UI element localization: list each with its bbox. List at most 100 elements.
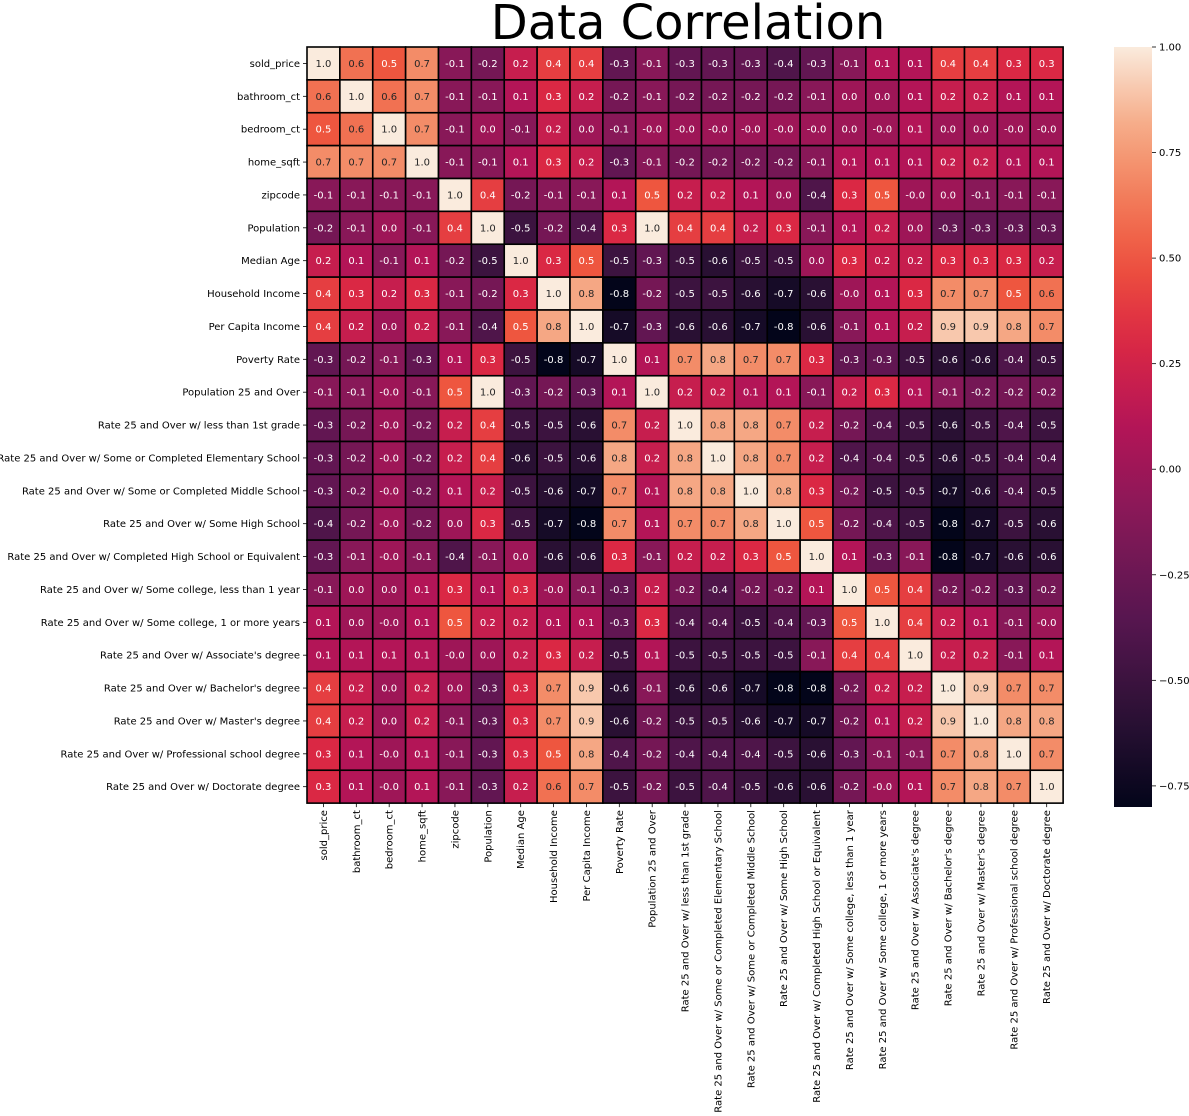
heatmap-cell: [602, 309, 637, 344]
cell-value-label: -0.5: [1037, 486, 1057, 497]
cell-value-label: 0.0: [940, 125, 956, 136]
cell-value-label: -0.2: [642, 749, 662, 760]
cell-value-label: 0.4: [546, 59, 562, 70]
cell-value-label: 0.0: [447, 519, 463, 530]
cell-value-label: 0.2: [940, 651, 956, 662]
heatmap-cell: [602, 572, 637, 607]
cell-value-label: 0.1: [447, 355, 463, 366]
cell-value-label: 0.9: [940, 716, 956, 727]
cell-value-label: 0.7: [710, 519, 726, 530]
cell-value-label: -0.1: [840, 59, 860, 70]
cell-value-label: -0.2: [511, 190, 531, 201]
cell-value-label: 0.8: [776, 486, 792, 497]
heatmap-cell: [339, 736, 374, 772]
x-tick-label: Per Capita Income: [582, 810, 593, 901]
cell-value-label: 0.1: [480, 585, 496, 596]
cell-value-label: 0.3: [743, 552, 759, 563]
cell-value-label: 0.0: [940, 190, 956, 201]
heatmap-cell: [1029, 276, 1064, 311]
heatmap-cell: [503, 342, 538, 377]
cell-value-label: 1.0: [973, 716, 989, 727]
cell-value-label: 0.3: [611, 552, 627, 563]
cell-value-label: -0.6: [511, 453, 531, 464]
cell-value-label: 0.3: [546, 651, 562, 662]
cell-value-label: 0.2: [644, 453, 660, 464]
heatmap-cell: [799, 670, 834, 706]
y-tick-label: zipcode: [262, 190, 301, 201]
heatmap-cell: [865, 736, 900, 772]
cell-value-label: -0.5: [511, 486, 531, 497]
heatmap-cell: [371, 407, 407, 443]
cell-value-label: 0.2: [940, 158, 956, 169]
cell-value-label: 0.3: [480, 519, 496, 530]
cell-value-label: -0.5: [971, 453, 991, 464]
cell-value-label: -0.1: [314, 190, 334, 201]
cell-value-label: -0.1: [642, 92, 662, 103]
cell-value-label: -0.4: [445, 552, 465, 563]
cell-value-label: 0.2: [315, 256, 331, 267]
y-tick-label: bathroom_ct: [237, 92, 300, 103]
cell-value-label: 0.7: [578, 782, 594, 793]
cell-value-label: -0.5: [544, 421, 564, 432]
heatmap-cell: [667, 309, 703, 344]
cell-value-label: 0.1: [513, 158, 529, 169]
cell-value-label: -0.6: [544, 552, 564, 563]
heatmap-cell: [470, 637, 506, 673]
heatmap-cell: [733, 736, 769, 772]
heatmap-cell: [470, 374, 506, 410]
cell-value-label: 0.2: [578, 92, 594, 103]
cell-value-label: -0.3: [938, 223, 958, 234]
cell-value-label: -0.1: [412, 552, 432, 563]
cell-value-label: 0.1: [1006, 92, 1022, 103]
heatmap-cell: [1029, 111, 1064, 147]
heatmap-cell: [733, 506, 769, 541]
cell-value-label: 0.1: [874, 59, 890, 70]
cell-value-label: 1.0: [611, 355, 627, 366]
heatmap-cell: [700, 407, 736, 443]
cell-value-label: 0.4: [315, 289, 331, 300]
cell-value-label: 0.7: [940, 289, 956, 300]
heatmap-cell: [437, 309, 473, 344]
y-tick-label: Per Capita Income: [209, 322, 300, 333]
cell-value-label: -0.0: [379, 486, 399, 497]
cell-value-label: -0.5: [971, 421, 991, 432]
heatmap-cell: [503, 572, 538, 607]
cell-value-label: 1.0: [809, 552, 825, 563]
cell-value-label: -0.2: [642, 289, 662, 300]
cell-value-label: 0.4: [480, 421, 496, 432]
cell-value-label: -0.6: [708, 684, 728, 695]
cell-value-label: -0.3: [708, 59, 728, 70]
heatmap-cell: [832, 46, 867, 81]
cell-value-label: -0.0: [774, 125, 794, 136]
cell-value-label: 0.2: [907, 322, 923, 333]
cell-value-label: -0.6: [938, 421, 958, 432]
x-tick-label: Rate 25 and Over w/ Completed High Schoo…: [812, 810, 823, 1103]
cell-value-label: 0.8: [743, 519, 759, 530]
y-tick-label: bedroom_ct: [241, 125, 300, 136]
heatmap-cell: [766, 605, 801, 640]
cell-value-label: 0.3: [447, 585, 463, 596]
cell-value-label: 1.0: [414, 158, 430, 169]
cell-value-label: 0.2: [841, 388, 857, 399]
cell-value-label: -0.8: [544, 355, 564, 366]
cell-value-label: -0.0: [544, 585, 564, 596]
y-tick-label: Rate 25 and Over w/ Completed High Schoo…: [7, 552, 300, 563]
heatmap-cell: [536, 440, 571, 476]
cell-value-label: 0.2: [743, 223, 759, 234]
cell-value-label: -0.2: [774, 585, 794, 596]
cell-value-label: -0.4: [708, 782, 728, 793]
y-tick-label: Rate 25 and Over w/ Professional school …: [60, 749, 300, 760]
cell-value-label: 0.6: [381, 92, 397, 103]
heatmap-cell: [634, 342, 670, 377]
cell-value-label: 0.2: [513, 59, 529, 70]
heatmap-cell: [339, 605, 374, 640]
heatmap-cell: [602, 243, 637, 278]
cell-value-label: 1.0: [841, 585, 857, 596]
cell-value-label: -0.3: [314, 355, 334, 366]
heatmap-cell: [536, 736, 571, 772]
cell-value-label: -0.1: [347, 190, 367, 201]
cell-value-label: -0.6: [675, 684, 695, 695]
cell-value-label: -0.2: [610, 92, 630, 103]
heatmap-cell: [503, 210, 538, 246]
cell-value-label: 0.1: [644, 519, 660, 530]
